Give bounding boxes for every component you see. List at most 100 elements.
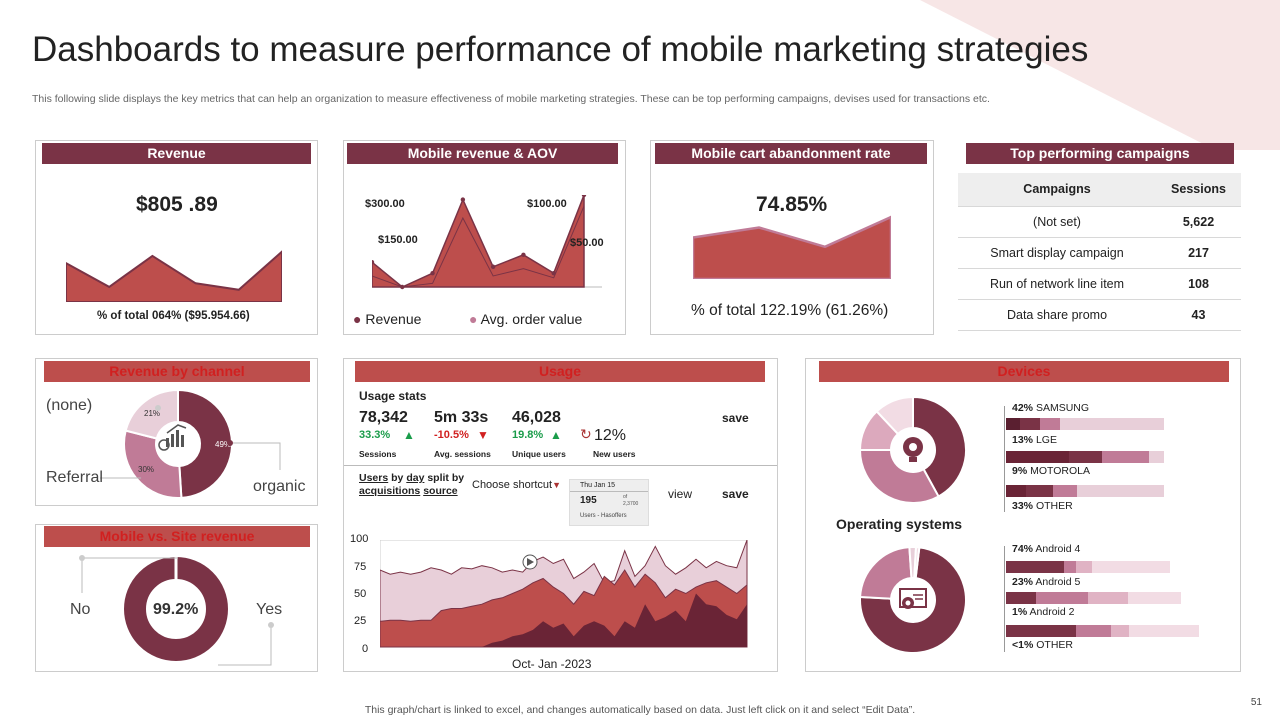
usage-series-dark (380, 593, 747, 647)
page-subtitle: This following slide displays the key me… (32, 93, 990, 105)
device-pct: 9% (1012, 465, 1028, 477)
table-row: Run of network line item 108 (958, 268, 1241, 300)
aov-label-100: $100.00 (527, 198, 567, 210)
device-bar-label: 42% SAMSUNG (1012, 402, 1089, 414)
table-row: Data share promo 43 (958, 299, 1241, 331)
os-bar-label: 1% Android 2 (1012, 606, 1074, 618)
revenue-point (551, 271, 556, 276)
cart-value: 74.85% (756, 193, 828, 216)
tooltip-total: 2,3700 (623, 501, 639, 507)
legend-revenue-dot: ● (353, 311, 362, 327)
device-bar-label: 13% LGE (1012, 434, 1057, 446)
revenue-chart (66, 250, 282, 302)
device-name: OTHER (1035, 500, 1073, 512)
revenue-point (581, 195, 587, 198)
usage-stats-title: Usage stats (359, 389, 427, 403)
legend-revenue-label: Revenue (365, 311, 422, 327)
channel-slices (123, 388, 233, 499)
os-bar (1006, 625, 1199, 637)
mobile-aov-header: Mobile revenue & AOV (347, 143, 618, 164)
usage-divider (344, 465, 777, 466)
revenue-panel (35, 140, 318, 335)
os-name: Android 5 (1035, 576, 1081, 588)
os-bars-axis (1004, 546, 1005, 652)
save-button[interactable]: save (722, 411, 749, 425)
campaign-name: Smart display campaign (958, 237, 1156, 269)
refresh-icon: ↻ (580, 426, 592, 442)
y-tick-25: 25 (354, 615, 367, 627)
table-row: (Not set) 5,622 (958, 206, 1241, 238)
device-bars-axis (1004, 406, 1005, 512)
slice-label-organic: 49% (215, 440, 231, 449)
device-pct: 42% (1012, 402, 1034, 414)
page-number: 51 (1250, 697, 1262, 708)
cart-chart (693, 215, 891, 279)
save-button-2[interactable]: save (722, 487, 749, 501)
dropdown-arrow-icon: ▼ (552, 480, 562, 490)
stat-unique-value: 46,028 (512, 409, 561, 426)
source-link[interactable]: source (423, 485, 458, 497)
revenue-point (490, 264, 496, 269)
campaign-sessions: 5,622 (1156, 206, 1241, 238)
avg-order-value-line (372, 205, 585, 288)
gear-bulb-icon (903, 437, 923, 462)
device-pct: 13% (1012, 434, 1034, 446)
aov-label-50: $50.00 (570, 237, 604, 249)
channel-label-organic: organic (253, 478, 306, 495)
device-pct: 33% (1012, 500, 1034, 512)
revenue-point (400, 284, 405, 290)
cart-header: Mobile cart abandonment rate (655, 143, 927, 164)
usage-header: Usage (355, 361, 765, 382)
day-link[interactable]: day (406, 472, 425, 484)
usage-xlabel: Oct- Jan -2023 (512, 657, 592, 671)
mobile-site-value: 99.2% (153, 601, 199, 618)
mobile-site-label-no: No (70, 601, 91, 618)
device-name: SAMSUNG (1035, 402, 1090, 414)
y-tick-0: 0 (362, 643, 369, 655)
tooltip-of: of (623, 494, 628, 500)
tooltip-value: 195 (580, 495, 597, 506)
device-name: LGE (1035, 434, 1057, 446)
table-row: Smart display campaign 217 (958, 237, 1241, 269)
revenue-caption: % of total 064% ($95.954.66) (97, 310, 250, 322)
play-cursor-icon (522, 554, 538, 570)
usage-tooltip: Thu Jan 15 195 of 2,3700 Users - Hasoffe… (569, 479, 649, 526)
legend-aov-dot: ● (469, 311, 478, 327)
usage-chart (380, 540, 748, 648)
campaign-name: (Not set) (958, 206, 1156, 238)
cart-caption: % of total 122.19% (61.26%) (691, 302, 889, 319)
users-link[interactable]: Users (359, 472, 389, 484)
view-button[interactable]: view (668, 487, 693, 501)
up-arrow-icon: ▲ (403, 428, 415, 442)
os-bar (1006, 561, 1170, 573)
os-pct: 1% (1012, 606, 1028, 618)
os-bar-label: 23% Android 5 (1012, 576, 1080, 588)
campaign-sessions: 43 (1156, 299, 1241, 331)
campaign-sessions: 217 (1156, 237, 1241, 269)
campaign-sessions: 108 (1156, 268, 1241, 300)
device-pie (858, 395, 967, 504)
revenue-point (460, 197, 466, 202)
cart-area (693, 215, 891, 279)
slice-label-none: 21% (144, 409, 160, 418)
y-tick-50: 50 (354, 588, 367, 600)
device-bar (1006, 418, 1164, 430)
aov-label-300: $300.00 (365, 198, 405, 210)
down-arrow-icon: ▼ (477, 428, 489, 442)
device-bar-label: 9% MOTOROLA (1012, 465, 1090, 477)
acquisitions-link[interactable]: acquisitions (359, 485, 421, 497)
col-sessions: Sessions (1156, 173, 1241, 207)
device-bar (1006, 451, 1164, 463)
revenue-value: $805 .89 (136, 193, 218, 216)
choose-shortcut-dropdown[interactable]: Choose shortcut▼ (472, 479, 561, 491)
channel-label-none: (none) (46, 397, 93, 414)
footer-note: This graph/chart is linked to excel, and… (364, 704, 916, 716)
col-campaigns: Campaigns (958, 173, 1156, 207)
stat-sessions-label: Sessions (359, 449, 397, 459)
stat-avg-value: 5m 33s (434, 409, 489, 426)
device-bar-label: 33% OTHER (1012, 500, 1073, 512)
split-row-2: acquisitions source (359, 485, 458, 498)
campaigns-table: Campaigns Sessions (Not set) 5,622 Smart … (958, 173, 1241, 331)
channel-leaders (100, 405, 281, 481)
